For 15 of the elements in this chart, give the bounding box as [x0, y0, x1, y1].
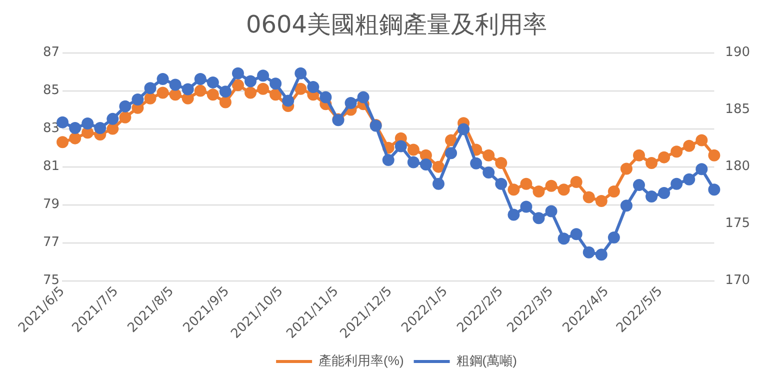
y2-tick-label: 185	[725, 102, 750, 118]
y2-tick-label: 175	[725, 216, 750, 232]
y-tick-label: 81	[42, 159, 60, 174]
y2-tick-label: 190	[725, 45, 750, 60]
y2-tick-label: 180	[725, 159, 750, 174]
y-tick-label: 87	[42, 45, 60, 60]
chart-title: 0604美國粗鋼產量及利用率	[246, 10, 548, 39]
legend-label: 粗鋼(萬噸)	[456, 353, 517, 368]
legend-label: 產能利用率(%)	[318, 353, 404, 368]
y-tick-label: 83	[42, 121, 60, 136]
y-tick-label: 79	[42, 197, 60, 212]
y-tick-label: 75	[42, 273, 60, 288]
y-tick-label: 77	[42, 235, 60, 250]
y-tick-label: 85	[42, 83, 60, 98]
y2-tick-label: 170	[725, 273, 750, 288]
